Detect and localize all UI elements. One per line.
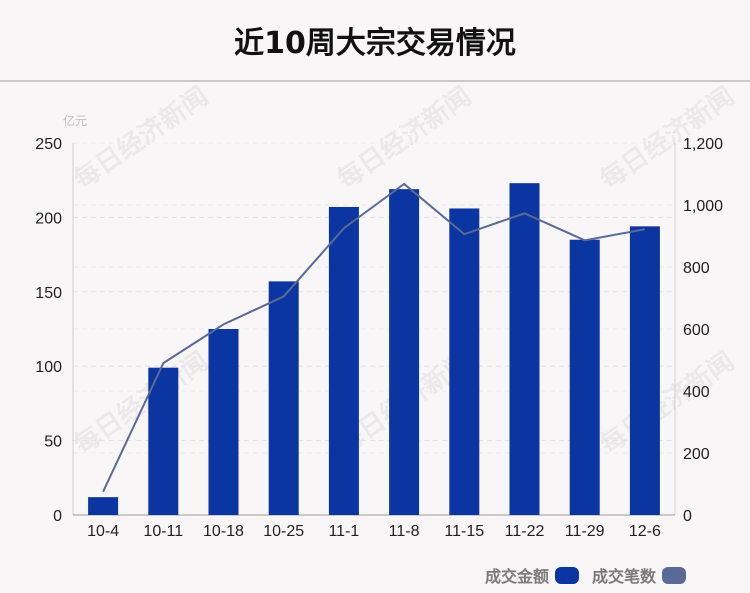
bar	[208, 329, 239, 515]
y-left-unit-label: 亿元	[63, 113, 87, 128]
x-tick-label: 10-18	[203, 523, 244, 540]
bar	[389, 189, 420, 516]
y-right-tick-label: 1,200	[683, 136, 723, 153]
y-right-tick-label: 600	[683, 322, 710, 339]
y-left-tick-label: 150	[35, 285, 62, 302]
bar	[569, 239, 600, 515]
legend-item-count: 成交笔数	[592, 563, 687, 587]
x-tick-label: 12-6	[629, 523, 661, 540]
x-tick-label: 11-1	[328, 523, 359, 540]
y-left-tick-label: 100	[35, 359, 62, 376]
bar	[148, 367, 179, 515]
legend-item-amount: 成交金额	[485, 563, 580, 587]
bar	[509, 183, 540, 515]
y-right-tick-label: 0	[683, 508, 692, 525]
y-left-tick-label: 50	[44, 434, 62, 451]
bar	[268, 281, 299, 515]
bar	[328, 206, 359, 515]
count-line	[102, 182, 646, 493]
bar	[88, 497, 119, 515]
y-left-tick-label: 250	[35, 136, 62, 153]
legend-label-count: 成交笔数	[592, 567, 657, 586]
y-left-tick-label: 0	[53, 508, 62, 525]
y-right-tick-label: 400	[683, 384, 710, 401]
x-tick-label: 10-25	[263, 523, 304, 540]
y-right-tick-label: 800	[683, 260, 710, 277]
title-divider	[0, 80, 750, 82]
bar	[449, 208, 480, 516]
y-right-tick-label: 1,000	[683, 198, 723, 215]
x-tick-label: 10-11	[143, 523, 183, 540]
legend-label-amount: 成交金额	[485, 567, 550, 586]
x-tick-label: 10-4	[87, 523, 119, 540]
bar	[629, 226, 660, 515]
legend-swatch-amount	[555, 566, 580, 584]
legend-swatch-count	[662, 566, 687, 584]
y-left-tick-label: 200	[35, 210, 62, 227]
chart-title: 近10周大宗交易情况	[234, 26, 516, 61]
x-tick-label: 11-22	[505, 523, 545, 540]
x-tick-label: 11-29	[565, 523, 605, 540]
x-tick-label: 11-8	[389, 523, 420, 540]
x-tick-label: 11-15	[444, 523, 484, 540]
y-right-tick-label: 200	[683, 446, 710, 463]
